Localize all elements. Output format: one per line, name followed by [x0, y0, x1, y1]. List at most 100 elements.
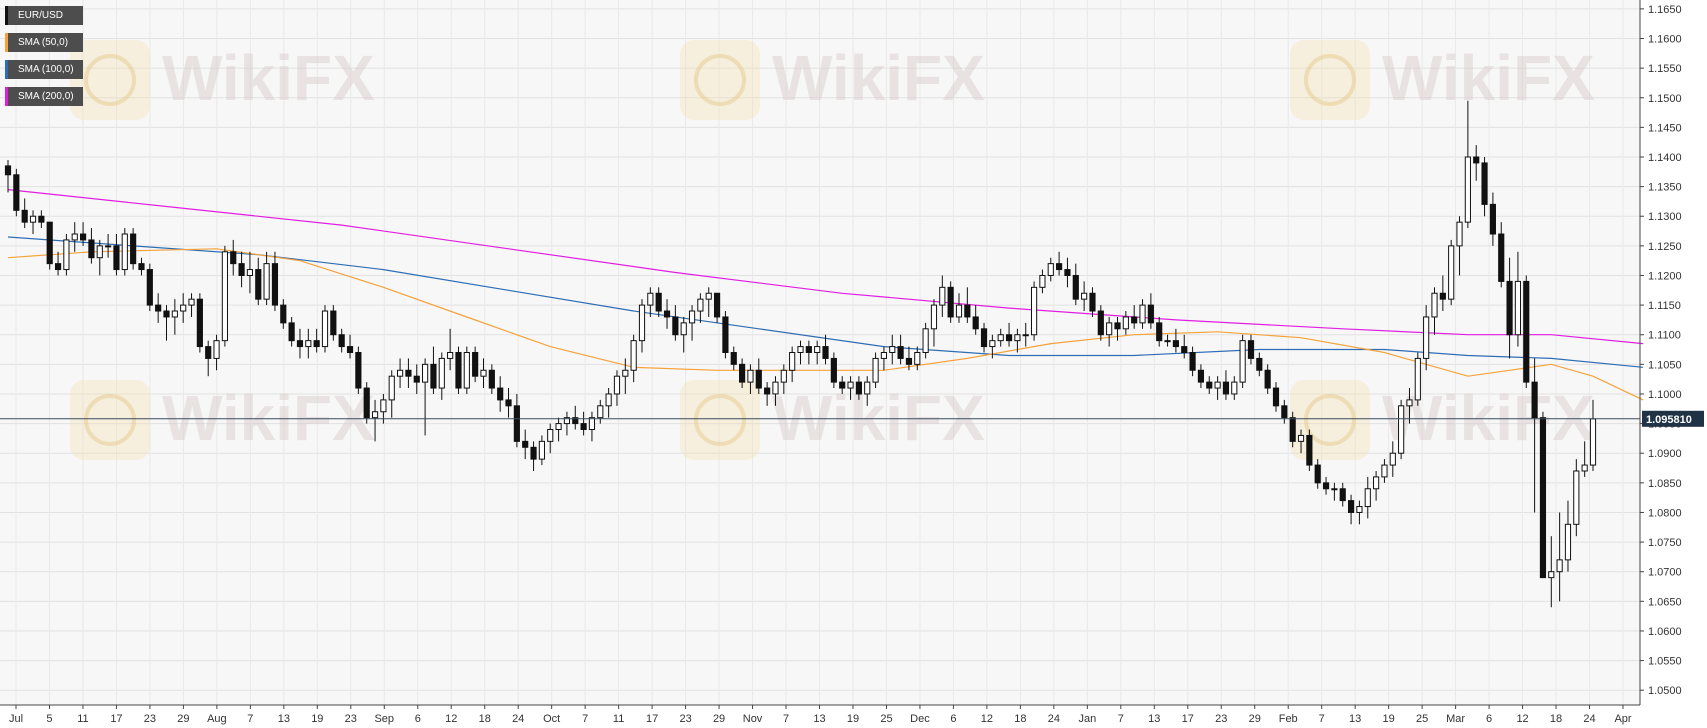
candle-body-down [1489, 203, 1496, 235]
candle-body-down [138, 263, 145, 271]
candle [764, 382, 771, 406]
watermark: WikiFX [1290, 380, 1595, 460]
candle-body-up [246, 269, 254, 276]
candle-body-up [1514, 280, 1522, 336]
legend-sma-200[interactable]: SMA (200,0) [5, 87, 83, 106]
watermark-logo-ring [84, 394, 136, 446]
candle [1197, 364, 1205, 389]
candle [522, 429, 529, 460]
watermark-logo-ring [694, 394, 746, 446]
candle [1473, 145, 1480, 181]
candle [513, 393, 520, 448]
x-tick-label: 29 [713, 713, 725, 725]
candle [547, 423, 554, 454]
candle-body-up [71, 233, 78, 241]
candle-body-down [230, 251, 237, 265]
candle-body-down [1272, 387, 1280, 407]
candle-body-down [455, 352, 462, 389]
candle-body-up [955, 304, 963, 318]
candle-body-down [1473, 156, 1480, 164]
candle [1548, 536, 1555, 608]
legend-label: SMA (200,0) [18, 91, 74, 102]
candle-body-down [1339, 488, 1346, 502]
legend-sma-100[interactable]: SMA (100,0) [5, 60, 83, 79]
candle-body-up [638, 304, 646, 342]
candle-body-up [1564, 523, 1572, 561]
candle-body-up [321, 310, 329, 348]
candle [505, 388, 512, 418]
candle [1281, 399, 1288, 424]
legend-eurusd[interactable]: EUR/USD [5, 6, 83, 25]
candle [805, 340, 812, 365]
candle-body-down [855, 381, 862, 395]
watermark-text: WikiFX [1382, 42, 1595, 114]
candles [4, 100, 1597, 608]
candle [538, 435, 545, 466]
candle [1081, 281, 1088, 312]
candle [638, 299, 646, 353]
candle [1114, 316, 1121, 341]
candle-body-up [597, 405, 604, 419]
candle [1256, 352, 1263, 377]
candle [1339, 482, 1346, 507]
candle-body-down [163, 310, 170, 318]
candle [413, 364, 420, 394]
watermark-logo-ring [84, 54, 136, 106]
candle [29, 210, 37, 235]
candle [1147, 293, 1154, 329]
candle [1239, 334, 1246, 389]
candle-body-up [1556, 559, 1563, 573]
candle [1122, 311, 1129, 335]
candle-body-down [947, 286, 954, 318]
candle [1423, 305, 1430, 371]
candle [789, 346, 796, 383]
candle [530, 441, 537, 471]
watermark-logo [680, 380, 760, 460]
x-tick-label: 24 [1583, 713, 1595, 725]
candle-body-up [1039, 274, 1046, 288]
candle [271, 251, 279, 312]
candle [54, 251, 62, 276]
candle [655, 287, 662, 317]
y-tick-label: 1.1100 [1648, 330, 1681, 342]
candle [897, 334, 904, 365]
legend-sma-50[interactable]: SMA (50,0) [5, 33, 83, 52]
y-tick-label: 1.1500 [1648, 93, 1682, 105]
candle [830, 352, 837, 389]
candle-body-up [29, 215, 37, 223]
candle-body-down [1156, 322, 1163, 342]
candle [997, 328, 1004, 347]
y-tick-label: 1.0800 [1648, 507, 1682, 519]
candle [1214, 376, 1221, 400]
x-tick-label: 12 [445, 713, 457, 725]
candle-body-up [1331, 488, 1338, 491]
candle-body-up [538, 440, 545, 460]
candle-body-up [872, 357, 879, 383]
candle [1398, 399, 1405, 460]
candle [1106, 316, 1113, 347]
candle [13, 168, 20, 217]
candle [1448, 239, 1455, 306]
candle-body-down [1172, 340, 1179, 348]
watermark: WikiFX [680, 40, 985, 120]
candle [739, 358, 746, 389]
candle-body-up [213, 340, 220, 359]
candle [955, 293, 963, 323]
candle [1014, 328, 1021, 353]
candle [221, 245, 228, 347]
candle-body-down [980, 328, 988, 348]
candle [872, 352, 879, 389]
x-tick-label: Sep [374, 713, 394, 725]
candle-body-up [263, 263, 270, 300]
candle-body-up [463, 352, 470, 389]
candle [713, 292, 721, 323]
y-axis: 1.0500 1.0550 1.0600 1.0650 1.0700 1.0750 1.08… [1640, 4, 1682, 697]
candle [288, 316, 295, 347]
candle-body-up [1030, 286, 1038, 336]
candle [355, 346, 362, 394]
candle [146, 263, 153, 312]
candle [71, 222, 78, 252]
candle [1272, 382, 1280, 412]
candle [480, 358, 487, 389]
x-tick-label: 7 [783, 713, 789, 725]
